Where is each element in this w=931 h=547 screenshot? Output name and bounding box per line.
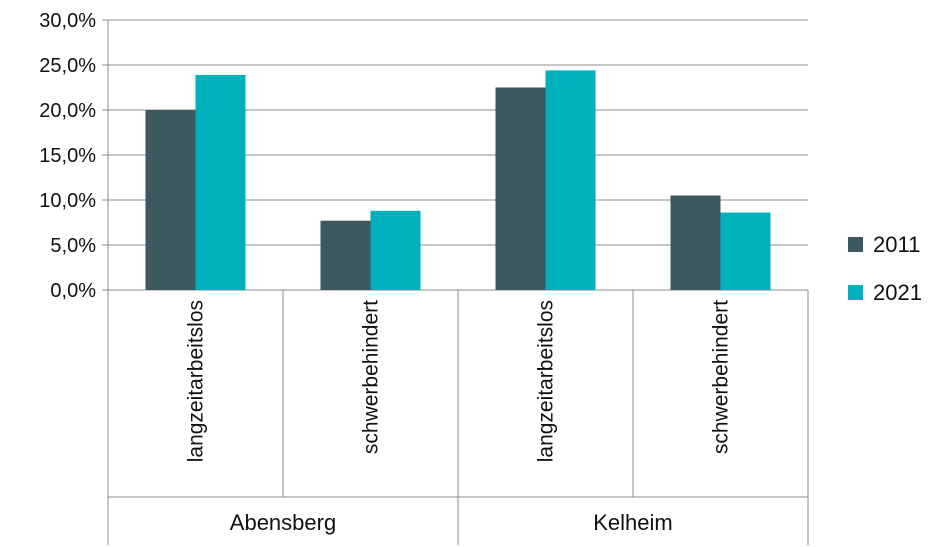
y-tick-label: 30,0% <box>39 10 96 32</box>
y-tick-label: 25,0% <box>39 55 96 77</box>
category-label: schwerbehindert <box>360 300 383 454</box>
group-label: Abensberg <box>230 510 336 535</box>
axes <box>102 19 809 545</box>
y-tick-label: 5,0% <box>50 235 96 257</box>
category-label: langzeitarbeitslos <box>185 300 208 462</box>
bar <box>545 70 596 291</box>
bar <box>195 74 246 291</box>
bar <box>370 210 421 290</box>
group-label: Kelheim <box>593 510 672 535</box>
category-label: schwerbehindert <box>710 300 733 454</box>
y-tick-label: 10,0% <box>39 190 96 212</box>
category-labels: langzeitarbeitslos schwerbehindert langzei… <box>185 300 733 462</box>
legend-swatch <box>848 237 863 252</box>
y-tick-label: 20,0% <box>39 100 96 122</box>
bar <box>145 110 196 290</box>
legend: 2011 2021 <box>848 232 922 305</box>
bar <box>670 195 721 290</box>
legend-swatch <box>848 285 863 300</box>
y-tick-label: 15,0% <box>39 145 96 167</box>
category-label: langzeitarbeitslos <box>535 300 558 462</box>
y-tick-labels: 0,0% 5,0% 10,0% 15,0% 20,0% 25,0% 30,0% <box>39 10 96 302</box>
group-labels: Abensberg Kelheim <box>230 510 673 535</box>
legend-label: 2011 <box>873 232 920 257</box>
bar <box>720 212 771 290</box>
legend-label: 2021 <box>873 280 922 305</box>
y-tick-label: 0,0% <box>50 280 96 302</box>
bars <box>145 70 771 291</box>
bar <box>495 87 546 290</box>
bar <box>320 220 371 290</box>
